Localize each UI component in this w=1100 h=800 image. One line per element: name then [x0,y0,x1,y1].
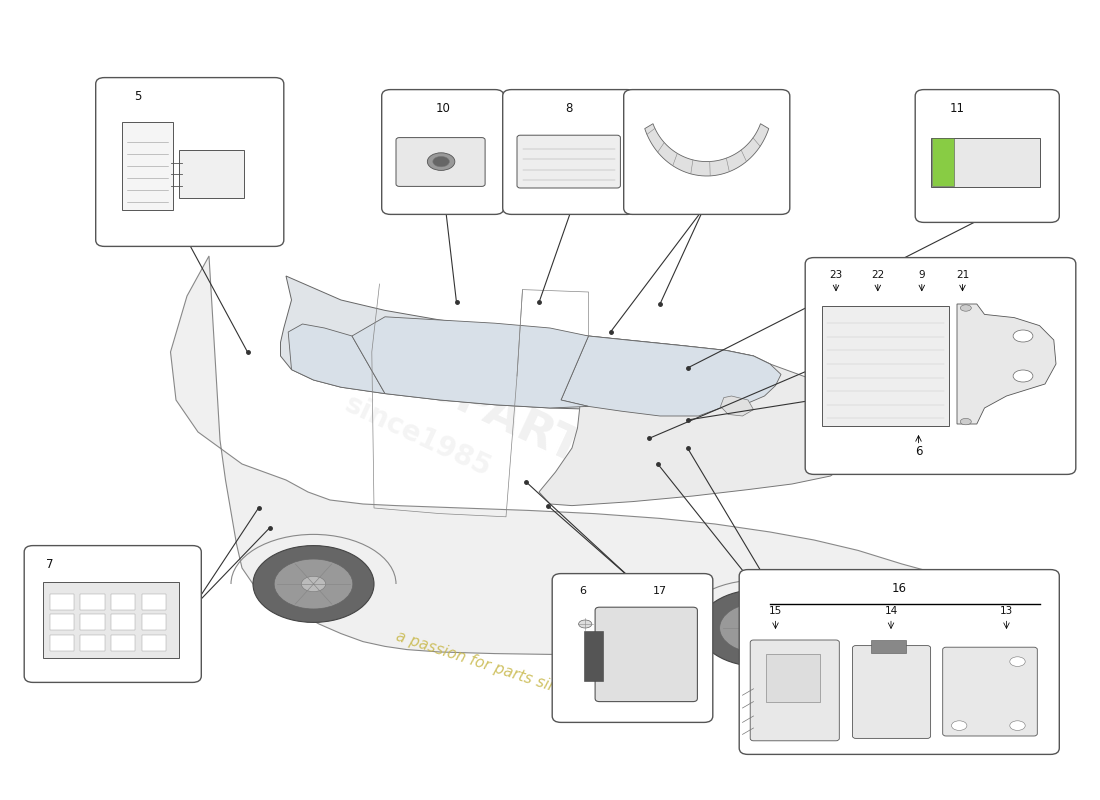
Ellipse shape [1013,370,1033,382]
FancyBboxPatch shape [111,635,135,651]
Polygon shape [280,276,781,410]
Text: 6: 6 [915,446,922,458]
Text: 15: 15 [769,606,782,616]
Text: 10: 10 [436,102,450,115]
Text: 17: 17 [653,586,667,596]
FancyBboxPatch shape [80,635,104,651]
Polygon shape [957,304,1056,424]
FancyBboxPatch shape [932,138,954,186]
FancyBboxPatch shape [624,90,790,214]
FancyBboxPatch shape [179,150,244,198]
Text: 8: 8 [565,102,573,115]
Ellipse shape [947,597,967,606]
FancyBboxPatch shape [517,135,620,188]
Text: 9: 9 [918,270,925,281]
FancyBboxPatch shape [396,138,485,186]
FancyBboxPatch shape [871,640,906,653]
FancyBboxPatch shape [142,635,166,651]
Ellipse shape [301,576,326,592]
Text: since1985: since1985 [340,390,496,482]
FancyBboxPatch shape [24,546,201,682]
FancyBboxPatch shape [750,640,839,741]
Ellipse shape [1013,330,1033,342]
Text: 11: 11 [949,102,965,115]
Text: 16: 16 [892,582,906,595]
FancyBboxPatch shape [595,607,697,702]
Ellipse shape [427,153,455,170]
FancyBboxPatch shape [503,90,636,214]
Text: CLUSPARTS: CLUSPARTS [326,319,620,489]
Text: 23: 23 [829,270,843,281]
FancyBboxPatch shape [915,90,1059,222]
FancyBboxPatch shape [111,594,135,610]
FancyBboxPatch shape [943,647,1037,736]
Ellipse shape [253,546,374,622]
Ellipse shape [1010,721,1025,730]
Polygon shape [539,336,858,506]
Ellipse shape [719,603,799,653]
Ellipse shape [960,418,971,425]
FancyBboxPatch shape [80,594,104,610]
FancyBboxPatch shape [50,635,74,651]
FancyBboxPatch shape [739,570,1059,754]
FancyBboxPatch shape [50,594,74,610]
FancyBboxPatch shape [822,306,949,426]
FancyBboxPatch shape [382,90,504,214]
FancyBboxPatch shape [931,138,1040,187]
Text: 21: 21 [956,270,969,281]
FancyBboxPatch shape [142,614,166,630]
Polygon shape [170,256,1001,654]
Ellipse shape [432,156,449,166]
FancyBboxPatch shape [552,574,713,722]
Polygon shape [720,396,754,416]
FancyBboxPatch shape [766,654,820,702]
FancyBboxPatch shape [122,122,173,210]
Text: 14: 14 [884,606,898,616]
Text: 13: 13 [1000,606,1013,616]
Text: 6: 6 [580,586,586,596]
Ellipse shape [747,620,771,636]
Ellipse shape [960,305,971,311]
Ellipse shape [952,721,967,730]
FancyBboxPatch shape [584,631,603,681]
Polygon shape [561,336,781,416]
FancyBboxPatch shape [80,614,104,630]
Ellipse shape [1010,657,1025,666]
FancyBboxPatch shape [142,594,166,610]
Text: 7: 7 [46,558,53,571]
Ellipse shape [698,590,820,666]
Ellipse shape [579,620,592,628]
FancyBboxPatch shape [50,614,74,630]
FancyBboxPatch shape [852,646,931,738]
Ellipse shape [274,559,353,609]
FancyBboxPatch shape [43,582,179,658]
Polygon shape [288,324,385,394]
FancyBboxPatch shape [805,258,1076,474]
Polygon shape [352,317,588,408]
FancyBboxPatch shape [111,614,135,630]
Text: 5: 5 [134,90,141,103]
Text: 22: 22 [871,270,884,281]
FancyBboxPatch shape [96,78,284,246]
Text: a passion for parts since 1985: a passion for parts since 1985 [394,629,618,715]
Polygon shape [645,124,769,176]
